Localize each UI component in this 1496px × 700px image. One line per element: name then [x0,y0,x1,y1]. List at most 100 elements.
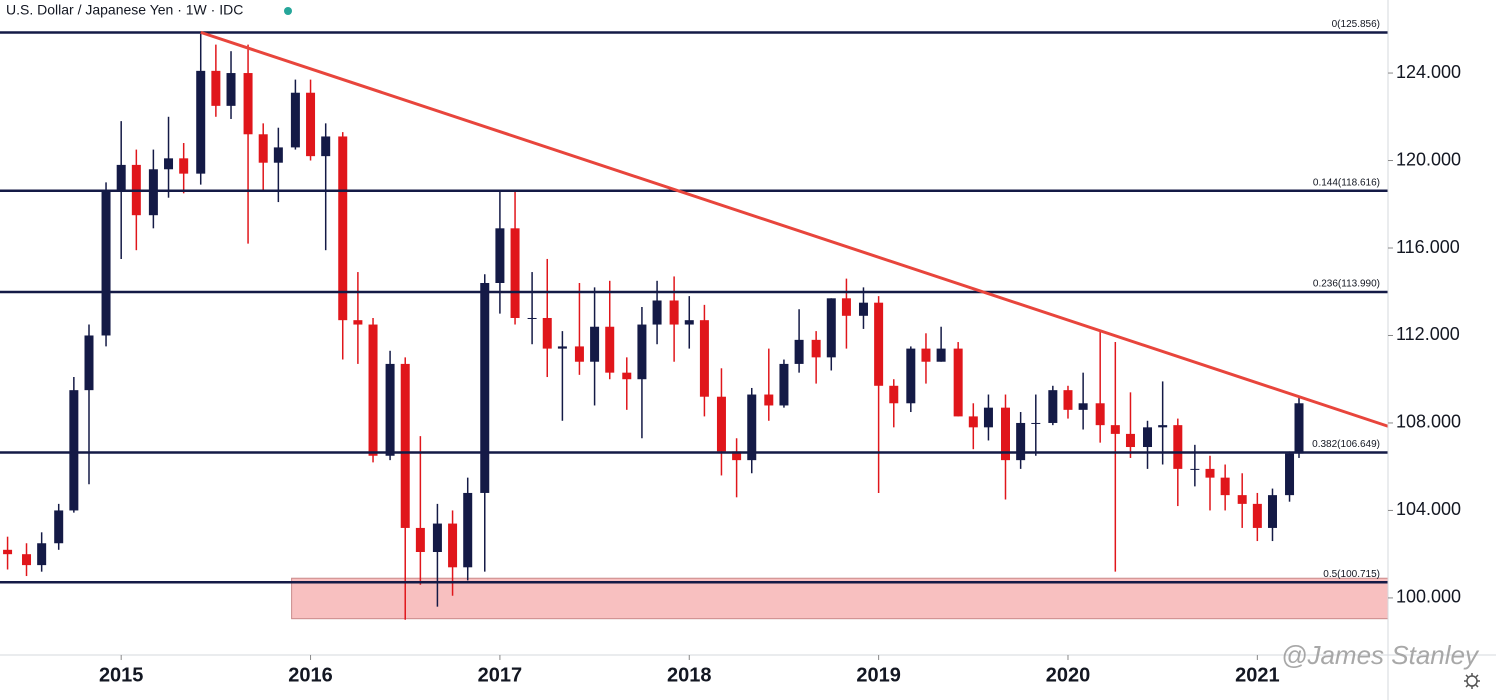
candle-body [1173,425,1183,469]
candle-body [258,134,268,163]
plot-area: 0(125.856) 0.144(118.616) 0.236(113.990) 0.… [0,19,1389,620]
y-tick-label: 108.000 [1396,412,1461,432]
candle-body [858,302,868,316]
candle-body [179,158,189,174]
candle-body [906,348,916,404]
candle-body [1143,427,1153,448]
candle-body [764,394,774,406]
candle-body [652,300,662,325]
candle-body [874,302,884,386]
support-zone [291,577,1389,620]
x-tick-label: 2020 [1046,664,1091,686]
candle-body [290,92,300,148]
candle-body [1031,422,1041,424]
candle-body [69,390,79,511]
candle-body [1110,425,1120,434]
candle-body [1285,453,1295,496]
candle-body [841,298,851,316]
candle-body [574,346,584,362]
fib-level-label: 0.5(100.715) [1323,569,1380,580]
candle-body [1125,433,1135,448]
candle-body [148,169,158,216]
x-tick-label: 2016 [288,664,333,686]
watermark: @James Stanley [1281,640,1480,670]
candle-body [495,228,505,283]
candle-body [432,523,442,552]
candle-body [22,554,32,566]
candle-body [1205,468,1215,478]
candle-body [1294,403,1304,454]
settings-icon[interactable] [1464,673,1480,689]
candle-body [196,70,206,174]
x-tick-label: 2019 [856,664,901,686]
candle-body [983,407,993,428]
trendline [200,30,1389,428]
y-tick-label: 124.000 [1396,62,1461,82]
fib-level-label: 0(125.856) [1332,19,1380,30]
candle-body [368,324,378,456]
x-tick-label: 2017 [478,664,523,686]
chart-title: U.S. Dollar / Japanese Yen · 1W · IDC [6,2,243,18]
y-tick-label: 112.000 [1396,324,1460,344]
candle-body [37,543,47,566]
candle-body [400,363,410,528]
x-tick-label: 2018 [667,664,712,686]
candle-body [794,339,804,364]
candle-body [1016,422,1026,461]
candle-body [747,394,757,461]
candle-body [1158,425,1168,428]
candle-body [1252,503,1262,528]
fib-level-label: 0.144(118.616) [1313,177,1380,188]
candle-body [480,282,490,493]
candle-body [699,320,709,397]
candle-body [116,164,126,192]
candle-body [1095,403,1105,426]
candle-body [716,396,726,452]
candle-body [1063,390,1073,410]
candle-body [463,492,473,568]
candle-body [54,510,64,544]
candle-body [306,92,316,157]
candle-body [243,73,253,135]
candle-body [622,372,632,380]
status-dot [284,7,292,15]
candle-body [684,320,694,325]
candle-body [415,527,425,552]
candle-body [542,317,552,349]
candle-body [510,228,520,318]
fib-level-label: 0.236(113.990) [1313,279,1380,290]
candle-body [953,348,963,417]
candle-body [321,136,331,157]
candle-body [889,385,899,404]
candle-body [811,339,821,358]
candle-body [1078,403,1088,410]
candle-body [1220,477,1230,496]
candle-body [590,326,600,362]
candle-body [527,317,537,319]
y-tick-label: 100.000 [1396,587,1461,607]
candle-body [557,346,567,349]
candle-body [605,326,615,373]
candle-body [3,549,13,555]
candle-body [921,348,931,362]
y-tick-label: 116.000 [1396,237,1460,257]
candle-body [826,298,836,358]
candle-body [1048,390,1058,423]
y-tick-label: 104.000 [1396,499,1461,519]
candle-body [1190,468,1200,470]
candle-body [968,416,978,428]
candle-body [637,324,647,380]
x-tick-label: 2021 [1235,664,1280,686]
candle-body [936,348,946,362]
candle-body [338,136,348,321]
candle-body [669,300,679,325]
candle-body [84,335,94,391]
candle-body [1237,495,1247,504]
x-tick-label: 2015 [99,664,144,686]
candle-body [1267,495,1277,528]
candle-body [385,363,395,456]
candle-body [211,70,221,106]
candle-body [101,191,111,336]
candle-body [226,73,236,106]
